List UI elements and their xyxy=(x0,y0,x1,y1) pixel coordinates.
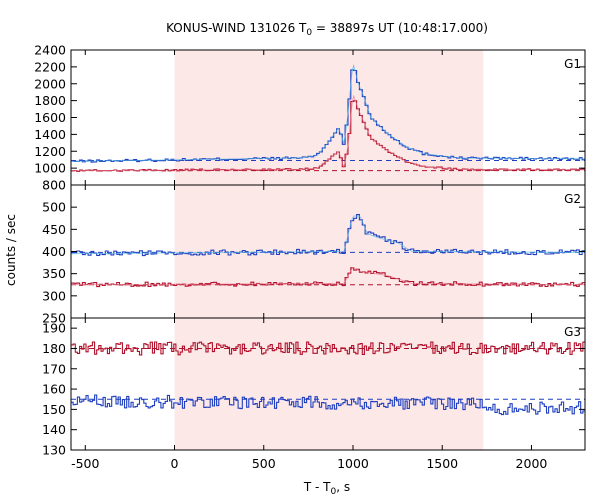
series-line-red xyxy=(71,341,585,356)
x-tick-label: 500 xyxy=(252,456,276,471)
x-tick-label: 0 xyxy=(171,456,179,471)
y-tick-label: 180 xyxy=(42,341,66,356)
y-tick-label: 300 xyxy=(42,288,66,303)
y-tick-label: 130 xyxy=(42,443,66,458)
shaded-interval xyxy=(174,318,484,450)
y-tick-label: 250 xyxy=(42,311,66,326)
y-tick-label: 170 xyxy=(42,361,66,376)
x-tick-labels: -500 0 500 1000 1500 2000 xyxy=(71,456,547,471)
y-tick-label: 160 xyxy=(42,382,66,397)
plot-area xyxy=(71,214,585,288)
x-tick-label: 2000 xyxy=(516,456,548,471)
panel-label: G3 xyxy=(564,325,581,339)
series-line-blue xyxy=(71,394,585,416)
y-tick-label: 2000 xyxy=(34,76,66,91)
y-tick-label: 800 xyxy=(42,178,66,193)
plot-area xyxy=(71,64,585,172)
y-tick-label: 400 xyxy=(42,244,66,259)
series-model-blue xyxy=(71,64,585,162)
plot-area xyxy=(71,341,585,416)
panel-frame xyxy=(70,317,586,451)
y-tick-label: 1600 xyxy=(34,110,66,125)
y-tick-label: 140 xyxy=(42,422,66,437)
y-tick-label: 500 xyxy=(42,200,66,215)
series-model-red xyxy=(71,94,585,172)
panels-group: 80010001200140016001800200022002400G1250… xyxy=(34,43,586,471)
x-tick-label: -500 xyxy=(71,456,99,471)
chart-title: KONUS-WIND 131026 T0 = 38897s UT (10:48:… xyxy=(166,21,488,38)
series-line-red xyxy=(71,267,585,288)
y-tick-label: 1400 xyxy=(34,127,66,142)
y-tick-label: 350 xyxy=(42,266,66,281)
y-tick-label: 190 xyxy=(42,321,66,336)
panel-label: G2 xyxy=(564,192,581,206)
x-axis-label: T - T0, s xyxy=(303,480,350,497)
panel-label: G1 xyxy=(564,57,581,71)
panel-g2: 250 300 350 400 450 500 G2 xyxy=(42,184,586,326)
y-tick-label: 150 xyxy=(42,402,66,417)
y-tick-label: 450 xyxy=(42,222,66,237)
x-tick-label: 1000 xyxy=(337,456,369,471)
y-tick-label: 1800 xyxy=(34,93,66,108)
y-tick-label: 1200 xyxy=(34,144,66,159)
series-model-blue xyxy=(71,215,585,255)
panel-g3: 130 140 150 160 170 180 190 G3 xyxy=(42,317,586,458)
y-tick-label: 2400 xyxy=(34,43,66,58)
y-tick-label: 2200 xyxy=(34,59,66,74)
x-tick-label: 1500 xyxy=(426,456,458,471)
y-axis-label: counts / sec xyxy=(4,214,18,286)
shaded-interval xyxy=(174,50,484,185)
series-model-red xyxy=(71,267,585,286)
y-tick-label: 1000 xyxy=(34,161,66,176)
